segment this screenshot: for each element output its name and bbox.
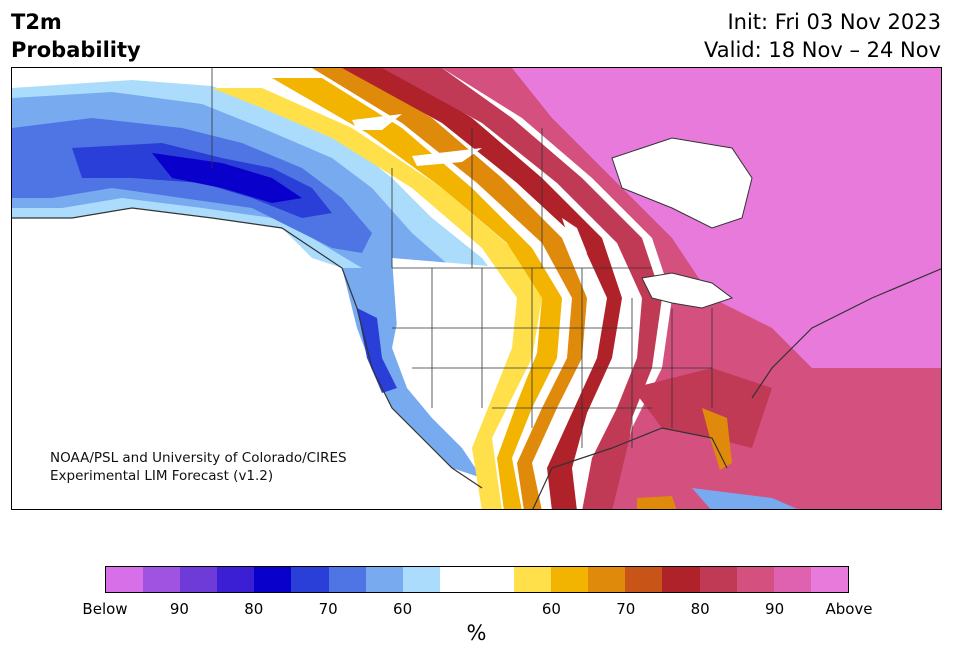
great-lakes — [641, 272, 734, 309]
colorbar-tick-label: 70 — [616, 600, 636, 618]
forecast-dates: Init: Fri 03 Nov 2023 Valid: 18 Nov – 24… — [704, 8, 941, 64]
probability-colorbar — [105, 566, 849, 593]
coastline — [12, 207, 941, 509]
region-florida — [702, 408, 732, 470]
region-california — [357, 308, 397, 393]
colorbar-cell — [439, 567, 477, 592]
great-slave-lake — [352, 114, 402, 130]
colorbar-tick-label: 80 — [690, 600, 710, 618]
lake-winnipeg — [562, 218, 587, 253]
credit-line-2: Experimental LIM Forecast (v1.2) — [50, 468, 274, 484]
colorbar-cell — [180, 567, 218, 592]
colorbar-cell — [217, 567, 255, 592]
colorbar-cell — [699, 567, 737, 592]
colorbar-tick-label: 90 — [169, 600, 189, 618]
colorbar-cell — [328, 567, 366, 592]
title-product: Probability — [11, 38, 141, 62]
title-variable: T2m — [11, 10, 62, 34]
colorbar-tick-label: 90 — [765, 600, 785, 618]
region-interior-west-neutral — [392, 258, 532, 418]
colorbar-cell — [291, 567, 329, 592]
cuba — [692, 488, 798, 509]
colorbar-tick-label: 60 — [393, 600, 413, 618]
colorbar-unit-label: % — [466, 621, 487, 645]
colorbar-cell — [588, 567, 626, 592]
colorbar-cell — [662, 567, 700, 592]
colorbar-cell — [402, 567, 440, 592]
map-canvas — [12, 68, 941, 509]
colorbar-cell — [365, 567, 403, 592]
valid-dates: Valid: 18 Nov – 24 Nov — [704, 38, 941, 62]
colorbar-tick-label: Below — [82, 600, 128, 618]
colorbar-tick-label: 70 — [318, 600, 338, 618]
region-alaska-core — [152, 153, 302, 203]
probability-map: NOAA/PSL and University of Colorado/CIRE… — [11, 67, 942, 510]
hudson-bay — [611, 137, 753, 229]
colorbar-cell — [476, 567, 515, 592]
colorbar-cell — [551, 567, 589, 592]
colorbar-ticks: Below 90 80 70 60 60 70 80 90 Above — [82, 600, 872, 620]
great-bear-lake — [412, 148, 482, 166]
state-province-borders — [211, 68, 713, 448]
colorbar-cell — [625, 567, 663, 592]
colorbar-tick-label: 80 — [244, 600, 264, 618]
colorbar-cell — [773, 567, 811, 592]
colorbar-tick-label: Above — [825, 600, 873, 618]
init-date: Init: Fri 03 Nov 2023 — [727, 10, 941, 34]
credit-line-1: NOAA/PSL and University of Colorado/CIRE… — [50, 450, 347, 466]
colorbar-cell — [736, 567, 774, 592]
colorbar-cell — [106, 567, 144, 592]
colorbar-tick-label: 60 — [541, 600, 561, 618]
bahamas — [637, 496, 677, 509]
colorbar-cell — [514, 567, 552, 592]
colorbar-cell — [810, 567, 848, 592]
data-credit: NOAA/PSL and University of Colorado/CIRE… — [50, 449, 347, 485]
colorbar-cell — [143, 567, 181, 592]
map-title: T2m Probability — [11, 8, 141, 64]
colorbar-cell — [254, 567, 292, 592]
